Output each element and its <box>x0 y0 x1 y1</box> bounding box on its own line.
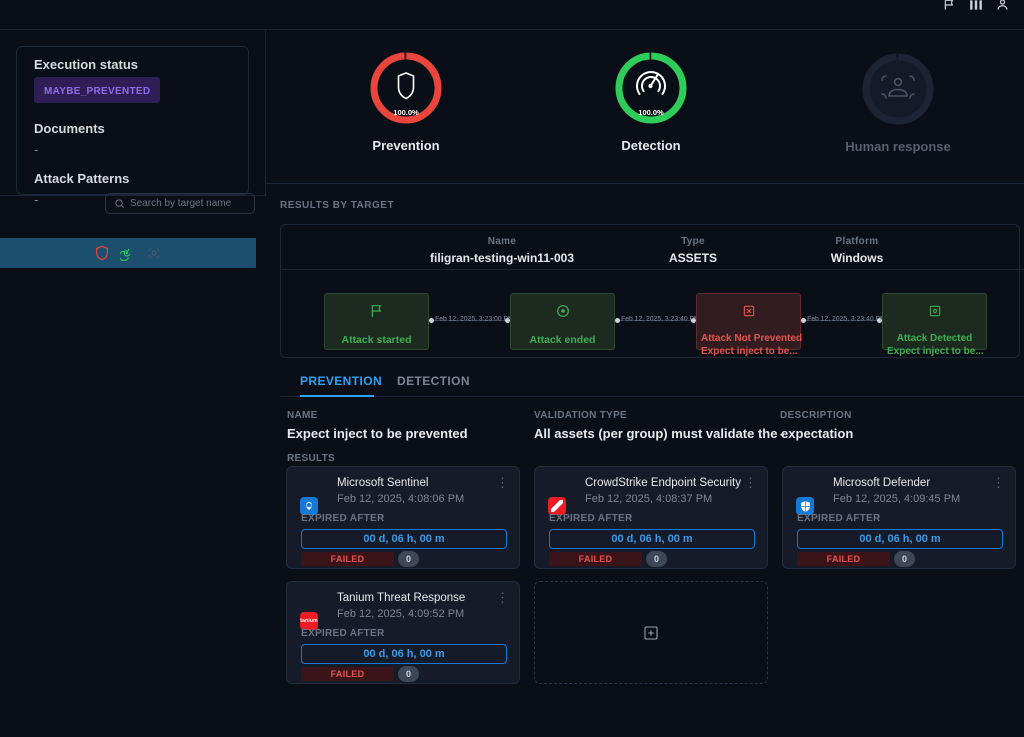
svg-text:100.0%: 100.0% <box>393 108 419 117</box>
svg-text:100.0%: 100.0% <box>638 108 664 117</box>
